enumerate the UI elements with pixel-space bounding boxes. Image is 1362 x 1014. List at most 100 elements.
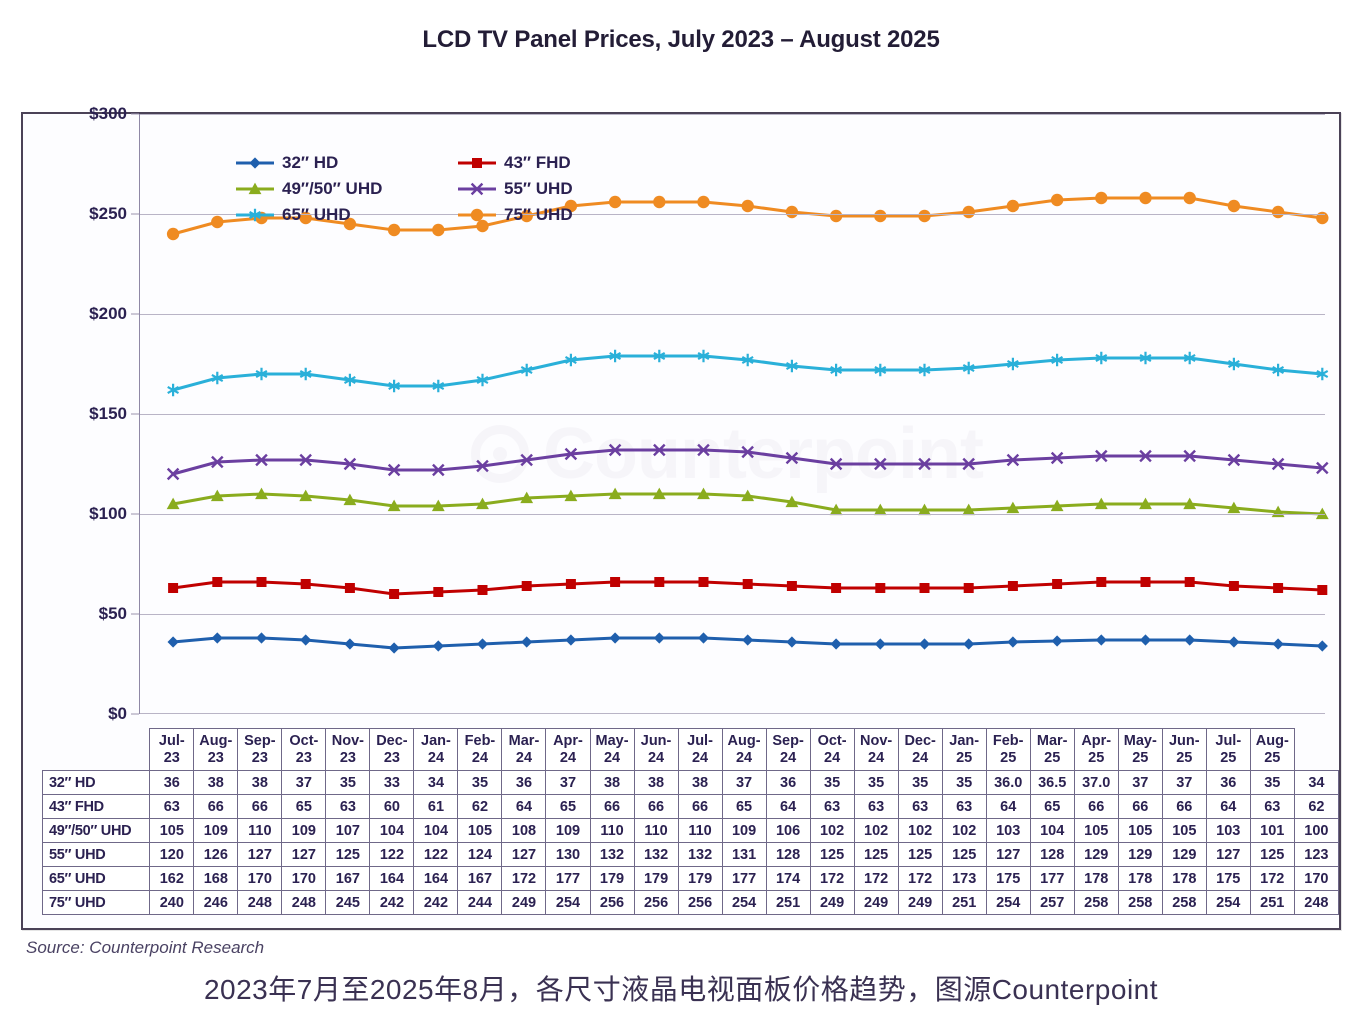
- data-point-star: [1095, 351, 1108, 365]
- gridline: [140, 614, 1325, 615]
- table-cell: 127: [281, 842, 327, 867]
- data-point-cross: [520, 453, 533, 467]
- data-point-triangle: [431, 499, 445, 512]
- data-point-diamond: [609, 632, 621, 644]
- data-point-diamond: [653, 632, 665, 644]
- table-cell: 104: [1029, 818, 1075, 843]
- table-row-header: 55″ UHD: [41, 842, 151, 867]
- data-point-triangle: [343, 493, 357, 506]
- data-point-cross: [918, 457, 931, 471]
- data-point-circle: [470, 208, 484, 222]
- table-cell: 248: [281, 890, 327, 915]
- table-cell: 63: [853, 794, 899, 819]
- table-row-header: 43″ FHD: [41, 794, 151, 819]
- data-point-square: [1317, 585, 1328, 595]
- table-cell: 174: [765, 866, 811, 891]
- table-cell: 125: [853, 842, 899, 867]
- table-cell: 64: [1205, 794, 1251, 819]
- legend-item[interactable]: 55″ UHD: [457, 176, 669, 202]
- data-point-triangle: [918, 503, 931, 516]
- legend-item[interactable]: 43″ FHD: [457, 150, 669, 176]
- table-cell: 172: [809, 866, 855, 891]
- data-point-triangle: [785, 495, 799, 508]
- data-point-cross: [255, 453, 268, 467]
- data-point-cross: [1139, 449, 1152, 463]
- legend-item[interactable]: 75″ UHD: [457, 202, 669, 228]
- data-point-star: [1272, 363, 1285, 377]
- data-point-cross: [470, 182, 484, 196]
- page-title: LCD TV Panel Prices, July 2023 – August …: [422, 26, 940, 53]
- data-point-star: [1316, 367, 1329, 381]
- data-point-diamond: [1228, 636, 1240, 648]
- gridline: [140, 713, 1325, 714]
- table-cell: 124: [457, 842, 503, 867]
- table-cell: 245: [325, 890, 371, 915]
- table-cell: 130: [545, 842, 591, 867]
- data-point-star: [167, 383, 180, 397]
- table-cell: 102: [897, 818, 943, 843]
- data-point-cross: [564, 447, 578, 461]
- legend-item[interactable]: 32″ HD: [235, 150, 447, 176]
- table-cell: 36.5: [1029, 770, 1075, 795]
- data-point-triangle: [210, 489, 224, 502]
- table-cell: 109: [721, 818, 767, 843]
- data-point-diamond: [1316, 640, 1328, 652]
- data-point-square: [1007, 581, 1018, 591]
- legend-marker-icon: [236, 208, 274, 222]
- table-cell: 34: [413, 770, 459, 795]
- table-row-header: 75″ UHD: [41, 890, 151, 915]
- data-point-circle: [1095, 191, 1108, 205]
- table-cell: 248: [237, 890, 283, 915]
- table-cell: 37: [545, 770, 591, 795]
- gridline: [140, 514, 1325, 515]
- legend-label: 55″ UHD: [504, 179, 573, 198]
- table-column-header: Jan- 24: [413, 728, 459, 771]
- table-cell: 128: [1029, 842, 1075, 867]
- data-point-diamond: [786, 636, 798, 648]
- data-point-circle: [343, 217, 357, 231]
- table-column-header: Aug- 24: [721, 728, 767, 771]
- legend-marker-icon: [458, 208, 496, 222]
- table-column-header: Mar- 24: [501, 728, 547, 771]
- data-point-diamond: [249, 157, 261, 169]
- table-cell: 102: [941, 818, 987, 843]
- data-point-circle: [432, 223, 445, 237]
- table-cell: 127: [985, 842, 1031, 867]
- data-point-circle: [476, 219, 489, 233]
- data-point-circle: [741, 199, 754, 213]
- data-point-cross: [343, 457, 357, 471]
- table-cell: 66: [589, 794, 635, 819]
- table-column-header: Oct- 23: [281, 728, 327, 771]
- data-point-square: [168, 583, 179, 593]
- table-cell: 164: [369, 866, 415, 891]
- table-cell: 244: [457, 890, 503, 915]
- table-cell: 66: [237, 794, 283, 819]
- data-point-square: [1228, 581, 1239, 591]
- table-cell: 62: [1293, 794, 1340, 819]
- data-point-square: [212, 577, 223, 587]
- data-point-star: [476, 373, 489, 387]
- table-cell: 132: [633, 842, 679, 867]
- table-cell: 248: [1293, 890, 1340, 915]
- data-point-circle: [829, 209, 843, 223]
- data-point-star: [918, 363, 931, 377]
- legend-item[interactable]: 65″ UHD: [235, 202, 447, 228]
- table-column-header: Aug- 25: [1249, 728, 1295, 771]
- table-cell: 104: [413, 818, 459, 843]
- table-cell: 35: [809, 770, 855, 795]
- table-column-header: Jul- 23: [149, 728, 195, 771]
- table-cell: 102: [809, 818, 855, 843]
- data-point-circle: [918, 209, 931, 223]
- table-cell: 249: [853, 890, 899, 915]
- table-cell: 65: [545, 794, 591, 819]
- legend-item[interactable]: 49″/50″ UHD: [235, 176, 447, 202]
- data-point-circle: [785, 205, 799, 219]
- table-cell: 110: [237, 818, 283, 843]
- table-cell: 126: [193, 842, 239, 867]
- table-cell: 164: [413, 866, 459, 891]
- table-cell: 251: [941, 890, 987, 915]
- table-row: 55″ UHD 120 126 127 127 125 122 122 124 127 130 132…: [41, 842, 1340, 867]
- table-cell: 38: [677, 770, 723, 795]
- data-point-star: [785, 359, 798, 373]
